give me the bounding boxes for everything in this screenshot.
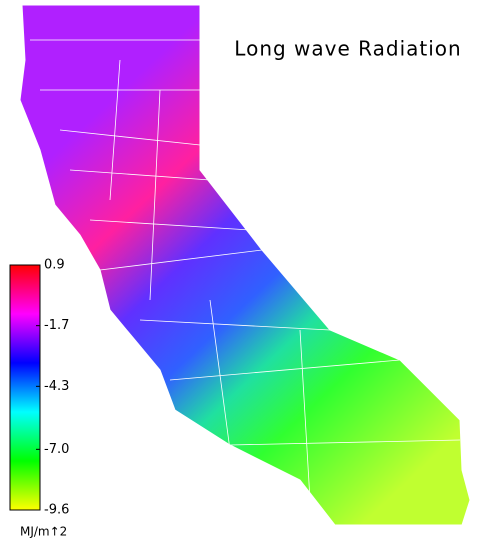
colorbar-tick-label: 0.9 <box>44 258 65 273</box>
colorbar-tick-label: -7.0 <box>44 442 69 457</box>
county-lines <box>30 39 461 501</box>
colorbar-tick-label: -1.7 <box>44 318 69 333</box>
colorbar-tick-label: -4.3 <box>44 379 69 394</box>
colorbar-tick-label: -9.6 <box>44 503 69 518</box>
colorbar <box>9 264 41 511</box>
colorbar-unit: MJ/m↑2 <box>20 525 67 539</box>
california-map <box>19 4 471 526</box>
map-title: Long wave Radiation <box>234 37 461 61</box>
